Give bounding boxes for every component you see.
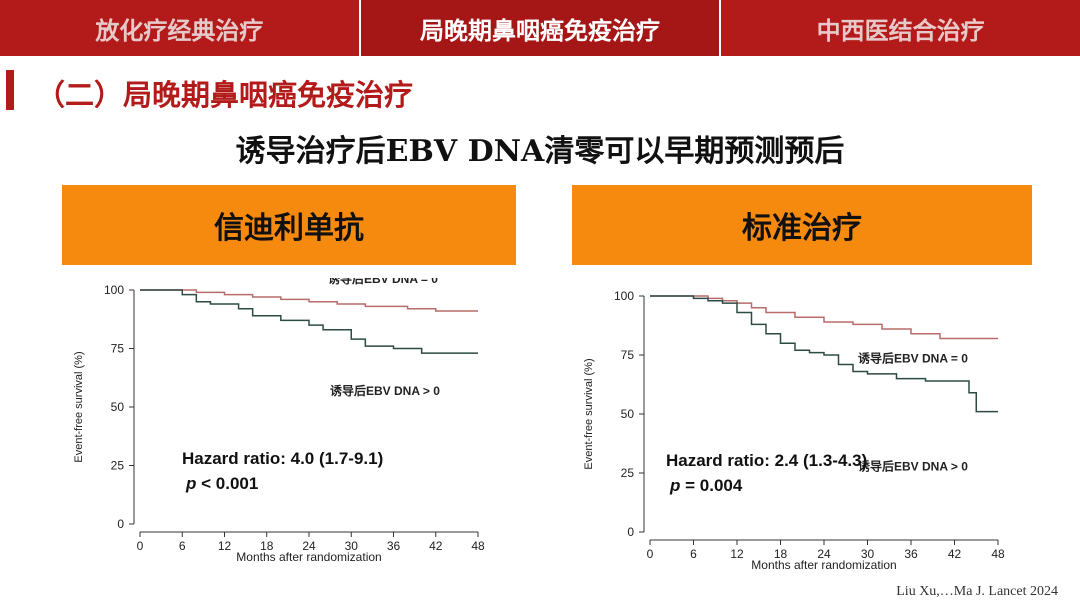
y-tick-label: 0 (117, 517, 124, 531)
y-axis-label: Event-free survival (%) (583, 358, 595, 469)
panel-title-sintilimab: 信迪利单抗 (62, 185, 516, 265)
x-tick-label: 12 (730, 547, 744, 561)
series-label-ebv-positive: 诱导后EBV DNA > 0 (858, 459, 968, 474)
x-axis-label: Months after randomization (751, 558, 896, 572)
y-tick-label: 100 (104, 283, 124, 297)
p-symbol: p (669, 476, 685, 495)
x-tick-label: 48 (471, 539, 485, 553)
citation: Liu Xu,…Ma J. Lancet 2024 (896, 584, 1058, 599)
series-line-ebv-positive (650, 295, 998, 413)
section-title: （二）局晚期鼻咽癌免疫治疗 (36, 78, 414, 112)
section-accent-bar (6, 70, 14, 110)
y-tick-label: 0 (627, 525, 634, 539)
y-tick-label: 50 (111, 400, 125, 414)
tab-integrative-medicine[interactable]: 中西医结合治疗 (816, 16, 985, 45)
y-tick-label: 50 (621, 407, 635, 421)
x-tick-label: 30 (861, 547, 875, 561)
p-value: = 0.004 (685, 476, 743, 495)
x-tick-label: 42 (429, 539, 443, 553)
series-label-ebv-positive: 诱导后EBV DNA > 0 (330, 383, 440, 398)
x-axis-label: Months after randomization (236, 550, 381, 564)
x-tick-label: 18 (260, 539, 274, 553)
p-symbol: p (185, 474, 201, 493)
y-tick-label: 25 (111, 459, 125, 473)
series-label-ebv-zero: 诱导后EBV DNA = 0 (328, 278, 438, 286)
series-line-ebv-zero (140, 289, 478, 312)
p-value-label: p = 0.004 (669, 476, 743, 495)
series-line-ebv-positive (140, 289, 478, 354)
km-chart-sintilimab: 0 25 50 75 100 0 6 12 18 24 30 36 42 48 Months after r… (73, 278, 485, 564)
x-tick-label: 0 (137, 539, 144, 553)
x-tick-label: 42 (948, 547, 962, 561)
y-tick-label: 100 (614, 289, 634, 303)
x-tick-label: 0 (647, 547, 654, 561)
tab-chemoradiotherapy[interactable]: 放化疗经典治疗 (0, 0, 361, 56)
y-tick-label: 25 (621, 466, 635, 480)
x-tick-label: 18 (774, 547, 788, 561)
x-tick-label: 12 (218, 539, 232, 553)
panel-title-standard: 标准治疗 (572, 185, 1032, 265)
top-nav: 放化疗经典治疗 局晚期鼻咽癌免疫治疗 中西医结合治疗 (0, 0, 1080, 56)
x-tick-label: 30 (345, 539, 359, 553)
y-tick-label: 75 (111, 342, 125, 356)
x-tick-label: 24 (817, 547, 831, 561)
tab-immunotherapy[interactable]: 局晚期鼻咽癌免疫治疗 (360, 0, 722, 56)
y-axis-label: Event-free survival (%) (73, 351, 85, 462)
series-line-ebv-zero (650, 295, 998, 340)
km-chart-standard: 0 25 50 75 100 0 6 12 18 24 30 36 42 48 Months after r… (583, 289, 1005, 572)
series-label-ebv-zero: 诱导后EBV DNA = 0 (858, 350, 968, 365)
main-title: 诱导治疗后EBV DNA清零可以早期预测预后 (235, 134, 845, 169)
x-tick-label: 24 (302, 539, 316, 553)
p-value-label: p < 0.001 (185, 474, 258, 493)
p-value: < 0.001 (201, 474, 258, 493)
x-tick-label: 48 (991, 547, 1005, 561)
hazard-ratio-label: Hazard ratio: 4.0 (1.7-9.1) (182, 449, 383, 468)
x-tick-label: 6 (179, 539, 186, 553)
y-tick-label: 75 (621, 348, 635, 362)
x-tick-label: 36 (387, 539, 401, 553)
x-tick-label: 36 (904, 547, 918, 561)
hazard-ratio-label: Hazard ratio: 2.4 (1.3-4.3) (666, 451, 867, 470)
x-tick-label: 6 (690, 547, 697, 561)
